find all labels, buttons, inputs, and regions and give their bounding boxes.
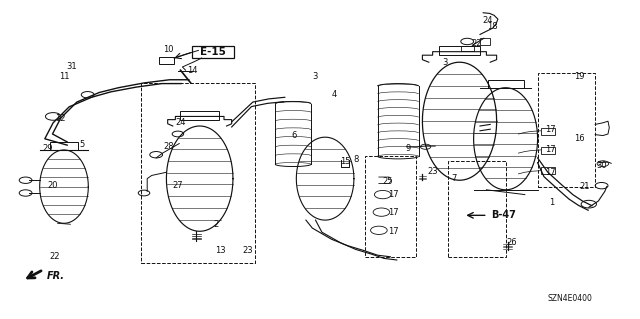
Bar <box>541 167 555 174</box>
Text: 15: 15 <box>340 157 351 166</box>
Text: 23: 23 <box>243 246 253 255</box>
Text: 24: 24 <box>175 118 186 127</box>
Text: 20: 20 <box>47 181 58 189</box>
Text: 13: 13 <box>216 246 226 255</box>
Text: 22: 22 <box>50 252 60 261</box>
Text: 9: 9 <box>405 144 410 153</box>
Text: 25: 25 <box>383 177 393 186</box>
Text: 27: 27 <box>172 181 182 189</box>
Text: 17: 17 <box>545 168 556 177</box>
Bar <box>541 147 555 154</box>
Text: 21: 21 <box>579 182 589 191</box>
Text: 17: 17 <box>388 227 398 236</box>
Text: 14: 14 <box>187 66 197 75</box>
Text: E-15: E-15 <box>200 47 226 57</box>
Bar <box>541 128 555 135</box>
Text: 26: 26 <box>507 238 517 247</box>
Text: 10: 10 <box>163 45 173 54</box>
Text: 4: 4 <box>332 90 337 99</box>
Text: 22: 22 <box>472 39 482 48</box>
Text: 24: 24 <box>483 16 493 25</box>
Text: 3: 3 <box>442 58 447 67</box>
Text: 17: 17 <box>545 125 556 134</box>
Bar <box>480 38 490 45</box>
Text: 3: 3 <box>312 72 317 81</box>
Text: 29: 29 <box>43 144 53 153</box>
Text: 18: 18 <box>487 22 497 31</box>
Bar <box>180 111 219 120</box>
Text: 2: 2 <box>214 220 219 229</box>
Bar <box>538 73 595 187</box>
Bar <box>461 46 474 51</box>
Bar <box>50 142 78 150</box>
Text: FR.: FR. <box>47 271 65 281</box>
Text: 11: 11 <box>59 72 69 81</box>
Bar <box>439 46 480 55</box>
Text: 5: 5 <box>79 140 84 149</box>
Text: 17: 17 <box>388 190 398 199</box>
Text: 7: 7 <box>452 174 457 183</box>
Bar <box>141 83 255 263</box>
Bar <box>365 156 416 257</box>
Text: 8: 8 <box>354 155 359 164</box>
Text: 31: 31 <box>67 63 77 71</box>
Text: B-47: B-47 <box>491 210 516 220</box>
Text: 12: 12 <box>56 114 66 122</box>
Text: 19: 19 <box>574 72 584 81</box>
Text: 28: 28 <box>163 142 173 151</box>
Bar <box>488 80 524 88</box>
Text: 16: 16 <box>574 134 584 143</box>
Text: 17: 17 <box>388 208 398 217</box>
Text: 1: 1 <box>549 198 554 207</box>
Text: 6: 6 <box>292 131 297 140</box>
Bar <box>159 57 174 64</box>
Text: 30: 30 <box>596 161 607 170</box>
Bar <box>448 161 506 257</box>
Text: 17: 17 <box>545 145 556 154</box>
Text: 23: 23 <box>428 167 438 176</box>
Text: SZN4E0400: SZN4E0400 <box>547 294 592 303</box>
